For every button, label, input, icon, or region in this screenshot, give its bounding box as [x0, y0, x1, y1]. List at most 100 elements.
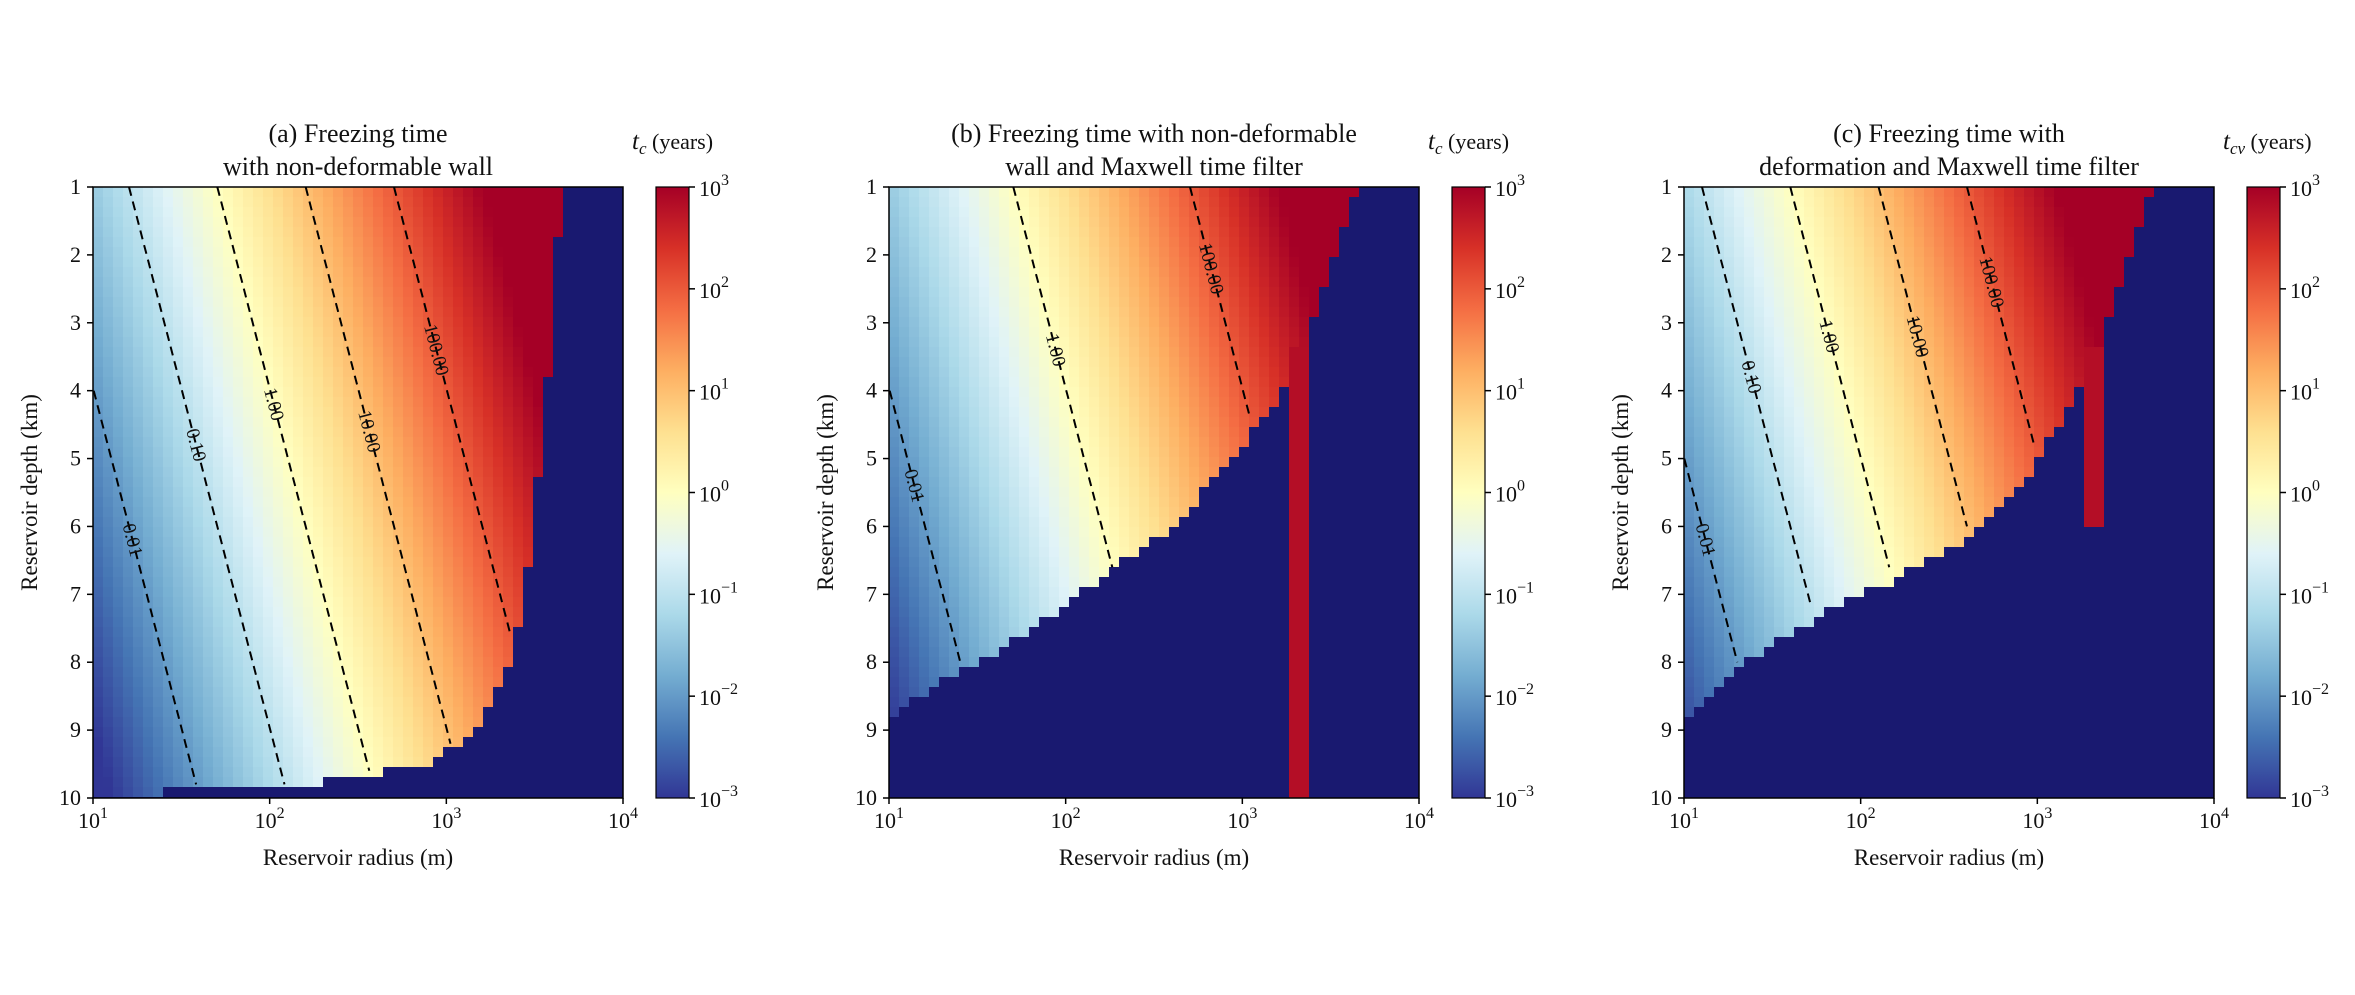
heatmap-cell	[503, 257, 514, 268]
heatmap-cell	[503, 277, 514, 288]
heatmap-cell	[1319, 307, 1330, 318]
heatmap-cell	[553, 247, 564, 258]
heatmap-cell	[283, 727, 294, 738]
heatmap-cell	[143, 467, 154, 478]
heatmap-cell	[969, 357, 980, 368]
heatmap-cell	[243, 327, 254, 338]
heatmap-cell	[453, 217, 464, 228]
heatmap-cell	[909, 347, 920, 358]
heatmap-cell	[939, 387, 950, 398]
heatmap-cell	[523, 187, 534, 198]
heatmap-cell	[203, 397, 214, 408]
heatmap-cell	[293, 247, 304, 258]
heatmap-cell	[533, 327, 544, 338]
heatmap-cell	[1069, 457, 1080, 468]
heatmap-cell	[443, 457, 454, 468]
heatmap-cell	[173, 567, 184, 578]
heatmap-cell	[1039, 347, 1050, 358]
heatmap-cell	[1319, 267, 1330, 278]
heatmap-cell	[1299, 427, 1310, 438]
heatmap-cell	[1119, 367, 1130, 378]
heatmap-cell	[423, 297, 434, 308]
heatmap-cell	[1389, 397, 1400, 408]
heatmap-cell	[383, 447, 394, 458]
heatmap-cell	[363, 417, 374, 428]
heatmap-cell	[243, 237, 254, 248]
heatmap-cell	[1049, 397, 1060, 408]
heatmap-cell	[353, 547, 364, 558]
heatmap-cell	[1289, 267, 1300, 278]
heatmap-cell	[493, 527, 504, 538]
heatmap-cell	[1369, 367, 1380, 378]
heatmap-cell	[243, 497, 254, 508]
heatmap-cell	[173, 427, 184, 438]
heatmap-cell	[503, 377, 514, 388]
heatmap-cell	[919, 467, 930, 478]
heatmap-cell	[1269, 197, 1280, 208]
heatmap-cell	[1109, 487, 1120, 498]
heatmap-cell	[153, 547, 164, 558]
heatmap-cell	[463, 727, 474, 738]
heatmap-cell	[433, 587, 444, 598]
heatmap-cell	[133, 337, 144, 348]
heatmap-cell	[403, 677, 414, 688]
heatmap-cell	[603, 367, 614, 378]
heatmap-cell	[889, 497, 900, 508]
heatmap-cell	[353, 437, 364, 448]
heatmap-cell	[1359, 247, 1370, 258]
heatmap-cell	[143, 517, 154, 528]
heatmap-cell	[1349, 447, 1360, 458]
heatmap-cell	[919, 237, 930, 248]
heatmap-cell	[1219, 467, 1230, 478]
heatmap-cell	[523, 277, 534, 288]
heatmap-cell	[423, 527, 434, 538]
heatmap-cell	[353, 557, 364, 568]
heatmap-cell	[333, 247, 344, 258]
heatmap-cell	[1229, 267, 1240, 278]
heatmap-cell	[93, 777, 104, 788]
heatmap-cell	[553, 327, 564, 338]
heatmap-cell	[1229, 367, 1240, 378]
heatmap-cell	[979, 267, 990, 278]
heatmap-cell	[1209, 417, 1220, 428]
heatmap-cell	[929, 467, 940, 478]
heatmap-cell	[373, 277, 384, 288]
heatmap-cell	[1049, 287, 1060, 298]
heatmap-cell	[323, 267, 334, 278]
heatmap-cell	[603, 407, 614, 418]
heatmap-cell	[1019, 317, 1030, 328]
heatmap-cell	[1379, 307, 1390, 318]
heatmap-cell	[523, 497, 534, 508]
heatmap-cell	[1259, 407, 1270, 418]
heatmap-cell	[223, 527, 234, 538]
heatmap-cell	[313, 187, 324, 198]
heatmap-cell	[453, 697, 464, 708]
heatmap-cell	[1169, 487, 1180, 498]
heatmap-cell	[1149, 467, 1160, 478]
heatmap-cell	[523, 637, 534, 648]
heatmap-cell	[1189, 247, 1200, 258]
heatmap-cell	[1069, 467, 1080, 478]
heatmap-cell	[1239, 267, 1250, 278]
heatmap-cell	[979, 247, 990, 258]
heatmap-cell	[293, 587, 304, 598]
heatmap-cell	[969, 307, 980, 318]
heatmap-cell	[553, 257, 564, 268]
heatmap-cell	[213, 257, 224, 268]
heatmap-cell	[613, 217, 624, 228]
heatmap-cell	[383, 657, 394, 668]
heatmap-cell	[553, 467, 564, 478]
heatmap-cell	[313, 537, 324, 548]
heatmap-cell	[283, 367, 294, 378]
heatmap-cell	[413, 687, 424, 698]
heatmap-cell	[1349, 187, 1360, 198]
heatmap-cell	[603, 427, 614, 438]
heatmap-cell	[323, 297, 334, 308]
heatmap-cell	[593, 677, 604, 688]
heatmap-cell	[403, 497, 414, 508]
heatmap-cell	[1409, 397, 1420, 408]
heatmap-cell	[949, 367, 960, 378]
heatmap-cell	[283, 377, 294, 388]
heatmap-cell	[1319, 327, 1330, 338]
heatmap-cell	[353, 707, 364, 718]
